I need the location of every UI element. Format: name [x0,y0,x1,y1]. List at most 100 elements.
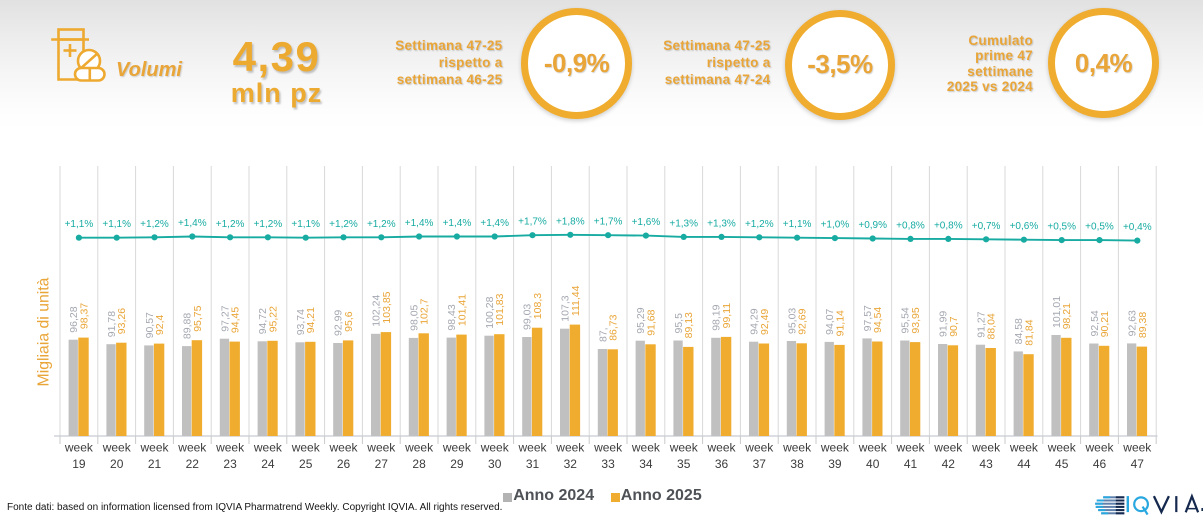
svg-text:+0,6%: +0,6% [1010,221,1039,232]
svg-text:week: week [744,441,774,455]
svg-text:101,01: 101,01 [1051,296,1063,328]
svg-text:+1,1%: +1,1% [291,219,320,230]
svg-text:95,22: 95,22 [267,306,279,332]
svg-text:102,24: 102,24 [371,295,383,327]
svg-text:Migliaia di unità: Migliaia di unità [36,277,53,386]
svg-text:45: 45 [1055,457,1069,471]
svg-text:103,85: 103,85 [381,291,393,323]
svg-text:92,4: 92,4 [154,315,166,336]
svg-text:week: week [215,441,245,455]
svg-text:+1,3%: +1,3% [707,218,736,229]
svg-text:+0,4%: +0,4% [1123,222,1152,233]
svg-text:+0,5%: +0,5% [1085,222,1114,233]
svg-text:101,41: 101,41 [456,294,468,326]
svg-text:98,37: 98,37 [78,303,90,329]
svg-text:+1,8%: +1,8% [556,216,585,227]
svg-text:week: week [1009,441,1039,455]
svg-text:87,: 87, [597,327,609,342]
svg-text:91,14: 91,14 [834,310,846,336]
svg-text:20: 20 [110,457,124,471]
svg-text:week: week [1047,441,1077,455]
svg-text:97,57: 97,57 [862,305,874,331]
svg-text:95,5: 95,5 [673,313,685,334]
svg-text:+1,4%: +1,4% [178,218,207,229]
svg-text:95,03: 95,03 [786,308,798,334]
svg-text:92,54: 92,54 [1089,310,1101,336]
svg-text:19: 19 [72,457,86,471]
svg-text:43: 43 [979,457,993,471]
svg-text:92,49: 92,49 [759,309,771,335]
svg-text:+1,1%: +1,1% [102,219,131,230]
svg-text:95,75: 95,75 [192,305,204,331]
svg-text:+1,2%: +1,2% [216,219,245,230]
svg-text:24: 24 [261,457,275,471]
svg-text:+0,9%: +0,9% [858,220,887,231]
svg-text:41: 41 [904,457,918,471]
svg-text:86,73: 86,73 [608,314,620,340]
svg-text:81,84: 81,84 [1023,319,1035,345]
svg-text:33: 33 [601,457,615,471]
svg-text:108,3: 108,3 [532,293,544,319]
svg-text:96,28: 96,28 [68,306,80,332]
svg-text:week: week [366,441,396,455]
svg-text:+1,3%: +1,3% [669,218,698,229]
svg-text:111,44: 111,44 [570,285,582,316]
svg-text:22: 22 [186,457,200,471]
svg-text:93,95: 93,95 [910,307,922,333]
svg-text:93,26: 93,26 [116,308,128,334]
svg-text:week: week [820,441,850,455]
svg-text:91,99: 91,99 [938,311,950,337]
svg-text:+1,7%: +1,7% [518,217,547,228]
svg-text:+1,2%: +1,2% [367,219,396,230]
svg-text:89,88: 89,88 [182,313,194,339]
svg-text:34: 34 [639,457,653,471]
svg-text:32: 32 [564,457,578,471]
svg-text:week: week [971,441,1001,455]
svg-text:90,21: 90,21 [1099,311,1111,337]
svg-text:95,6: 95,6 [343,311,355,332]
svg-text:36: 36 [715,457,729,471]
svg-text:week: week [480,441,510,455]
svg-text:90,57: 90,57 [144,312,156,338]
svg-text:28: 28 [412,457,426,471]
svg-text:week: week [64,441,94,455]
svg-text:35: 35 [677,457,691,471]
svg-text:97,27: 97,27 [219,305,231,331]
svg-text:38: 38 [790,457,804,471]
svg-text:31: 31 [526,457,540,471]
svg-text:+1,4%: +1,4% [480,218,509,229]
svg-text:94,72: 94,72 [257,308,269,334]
svg-text:+0,8%: +0,8% [896,220,925,231]
svg-text:98,05: 98,05 [408,304,420,330]
svg-text:95,54: 95,54 [900,307,912,333]
svg-text:89,38: 89,38 [1137,312,1149,338]
svg-text:+1,2%: +1,2% [745,219,774,230]
svg-text:30: 30 [488,457,502,471]
svg-text:100,28: 100,28 [484,296,496,328]
svg-text:93,74: 93,74 [295,309,307,335]
svg-text:+1,4%: +1,4% [405,218,434,229]
svg-text:+1,1%: +1,1% [783,219,812,230]
svg-text:44: 44 [1017,457,1031,471]
svg-text:week: week [139,441,169,455]
svg-text:94,54: 94,54 [872,307,884,333]
svg-text:week: week [1122,441,1152,455]
svg-text:37: 37 [753,457,767,471]
svg-text:week: week [517,441,547,455]
svg-text:week: week [253,441,283,455]
svg-text:week: week [669,441,699,455]
svg-text:84,58: 84,58 [1013,318,1025,344]
svg-text:98,21: 98,21 [1061,303,1073,329]
svg-text:46: 46 [1093,457,1107,471]
svg-text:+1,0%: +1,0% [821,220,850,231]
svg-text:29: 29 [450,457,464,471]
svg-text:92,99: 92,99 [333,310,345,336]
svg-text:92,69: 92,69 [797,308,809,334]
svg-text:+1,2%: +1,2% [254,219,283,230]
svg-text:47: 47 [1131,457,1145,471]
svg-text:23: 23 [223,457,237,471]
svg-text:+0,8%: +0,8% [934,220,963,231]
svg-text:+1,4%: +1,4% [443,218,472,229]
svg-text:week: week [442,441,472,455]
svg-text:107,3: 107,3 [560,295,572,321]
